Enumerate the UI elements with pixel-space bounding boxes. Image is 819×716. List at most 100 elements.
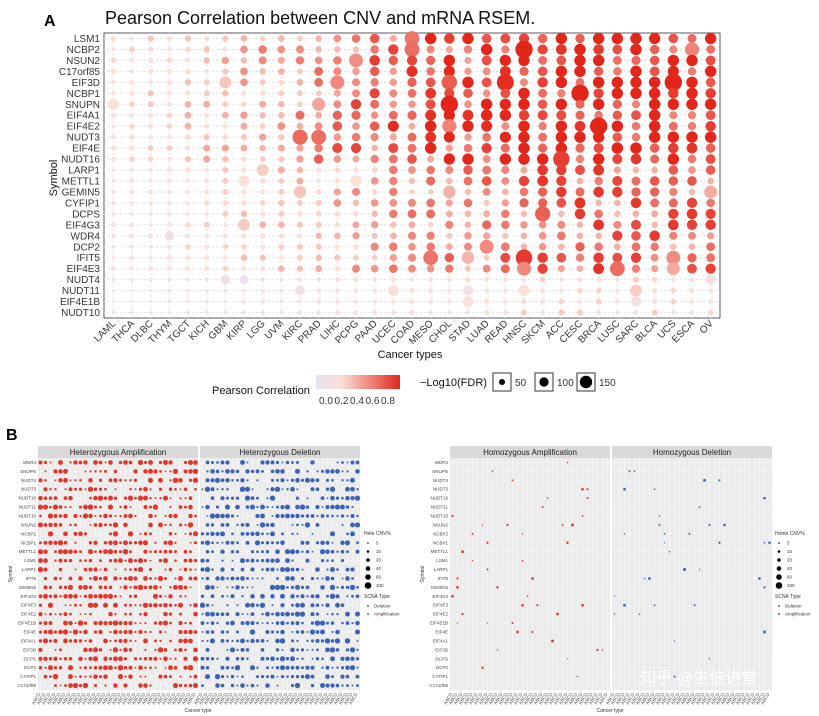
- cnv-dot: [315, 541, 320, 545]
- dot-DCP2-THCA: [130, 244, 134, 249]
- dot-NSUN2-KIRP: [240, 57, 248, 64]
- dot-NUDT3-TGCT: [185, 134, 191, 140]
- cnv-dot: [336, 550, 339, 553]
- cnv-dot: [118, 478, 123, 482]
- cnv-dot: [345, 674, 350, 679]
- dot-NUDT4-HNSC: [521, 277, 527, 282]
- dot-EIF4E1B-UCS: [670, 298, 677, 305]
- cnv-dot: [49, 505, 52, 509]
- cnv-dot: [310, 487, 315, 492]
- cnv-dot: [129, 488, 132, 491]
- cnv-dot: [88, 639, 93, 643]
- cnv-dot: [192, 531, 199, 537]
- dot-IFIT5-ACC: [556, 252, 567, 263]
- cnv-dot: [54, 479, 57, 482]
- cnv-dot: [205, 460, 210, 465]
- cnv-dot: [64, 684, 67, 687]
- cnv-dot: [673, 640, 676, 642]
- dot-NCBP1-KIRP: [241, 90, 247, 96]
- cnv-dot: [143, 656, 148, 661]
- cnv-dot: [351, 594, 354, 598]
- cnv-dot: [290, 486, 295, 492]
- cnv-dot: [296, 648, 299, 652]
- y-tick-label: NSUN2: [66, 56, 100, 67]
- cnv-dot: [169, 586, 172, 589]
- dot-NCBP1-READ: [500, 88, 511, 99]
- cnv-dot: [168, 487, 173, 491]
- dot-GEMIN5-STAD: [464, 188, 472, 196]
- cnv-dot: [92, 656, 99, 662]
- cnv-dot: [275, 549, 280, 555]
- dot-NUDT11-BLCA: [652, 288, 658, 294]
- cnv-dot: [177, 575, 184, 581]
- cnv-dot: [154, 514, 157, 518]
- dot-EIF4E2-SARC: [631, 121, 641, 131]
- cnv-dot: [183, 585, 188, 590]
- cnv-dot: [204, 584, 211, 591]
- facet-x-tick: ABCD: [66, 691, 77, 705]
- cnv-dot: [184, 648, 187, 652]
- dot-WDR4-KIRP: [241, 233, 247, 239]
- cnv-dot: [98, 675, 103, 679]
- cnv-dot: [240, 683, 245, 688]
- dot-DCP2-UVM: [278, 243, 285, 250]
- dot-EIF4G3-LGG: [259, 221, 267, 229]
- cnv-dot: [265, 567, 270, 572]
- cnv-dot: [103, 638, 108, 644]
- cnv-dot: [241, 613, 244, 616]
- cnv-dot: [275, 666, 280, 670]
- cnv-dot: [149, 684, 152, 687]
- cnv-dot: [623, 487, 626, 491]
- cnv-dot: [246, 586, 249, 589]
- b-size-legend-label: 40: [787, 566, 793, 571]
- facet-y-label: SNUPN: [432, 469, 448, 474]
- cnv-dot: [240, 621, 245, 625]
- dot-EIF4G3-LAML: [111, 222, 116, 228]
- cnv-dot: [103, 585, 108, 590]
- cnv-dot: [305, 540, 310, 545]
- cnv-dot: [526, 595, 529, 598]
- cnv-dot: [486, 622, 489, 624]
- dot-LARP1-KIRP: [241, 167, 247, 173]
- b-size-legend-label: 60: [787, 575, 793, 580]
- cnv-dot: [231, 532, 234, 536]
- cnv-dot: [260, 558, 265, 563]
- cnv-dot: [285, 611, 290, 617]
- dot-EIF4G3-BRCA: [593, 219, 605, 231]
- cnv-dot: [628, 470, 631, 473]
- cnv-dot: [306, 648, 309, 651]
- dot-IFIT5-UVM: [278, 255, 284, 261]
- dot-EIF4E1B-UVM: [279, 299, 284, 304]
- dot-EIF4G3-MESO: [427, 222, 434, 228]
- facet-y-label: EIF4A1: [433, 638, 449, 643]
- cnv-dot: [315, 567, 320, 572]
- dot-LSM1-UCEC: [389, 35, 397, 42]
- dot-DCPS-HNSC: [520, 210, 528, 218]
- cnv-dot: [79, 613, 82, 616]
- cnv-dot: [84, 639, 87, 643]
- cnv-dot: [275, 460, 280, 465]
- cnv-dot: [265, 460, 270, 465]
- color-legend-title: Pearson Correlation: [212, 385, 310, 397]
- cnv-dot: [230, 620, 235, 626]
- cnv-dot: [49, 612, 52, 616]
- facet-x-tick: ABCD: [208, 691, 219, 705]
- cnv-dot: [311, 550, 314, 553]
- dot-NUDT4-ESCA: [689, 277, 695, 282]
- dot-C17orf85-KICH: [204, 69, 210, 74]
- dot-METTL1-STAD: [463, 176, 473, 186]
- dot-DCP2-PAAD: [370, 242, 379, 251]
- cnv-dot: [284, 504, 291, 510]
- dot-EIF4A1-PRAD: [315, 111, 323, 119]
- cnv-dot: [68, 495, 73, 501]
- cnv-dot: [118, 630, 123, 634]
- cnv-dot: [144, 666, 147, 669]
- cnv-dot: [64, 488, 67, 491]
- cnv-dot: [59, 648, 62, 652]
- cnv-dot: [53, 576, 58, 581]
- cnv-dot: [693, 604, 696, 607]
- cnv-dot: [57, 540, 64, 546]
- dot-EIF4E1B-PRAD: [316, 299, 321, 304]
- dot-EIF4E1B-COAD: [409, 299, 415, 304]
- cnv-dot: [245, 620, 250, 626]
